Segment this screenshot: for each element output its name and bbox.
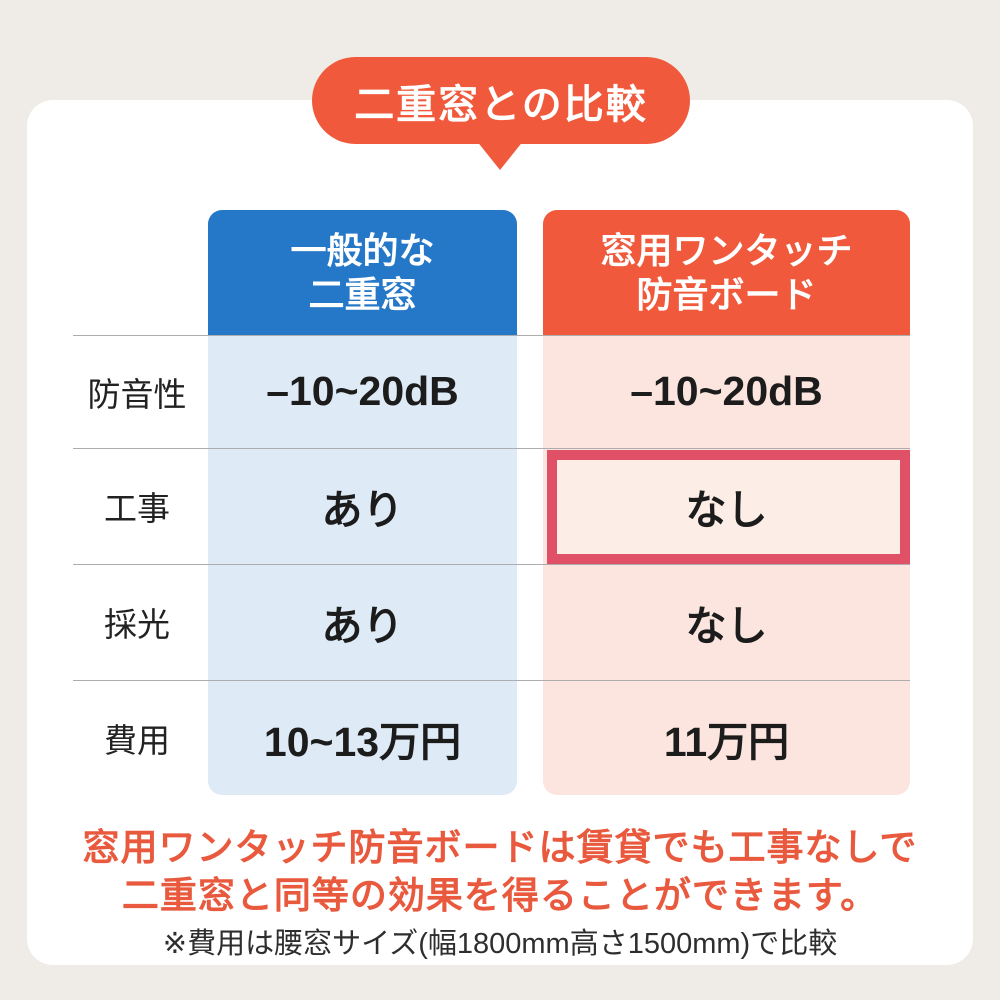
cell-construction-double-window: あり	[321, 487, 404, 533]
column-header-line: 一般的な	[290, 229, 435, 271]
cell-soundproofing-board: –10~20dB	[630, 368, 823, 414]
row-divider	[73, 448, 910, 449]
row-divider	[73, 680, 910, 681]
title-badge: 二重窓との比較	[312, 57, 690, 144]
row-label-soundproofing: 防音性	[87, 375, 187, 413]
cell-daylight-board: なし	[685, 603, 768, 649]
footnote: ※費用は腰窓サイズ(幅1800mm高さ1500mm)で比較	[162, 928, 838, 960]
badge-tail-pointer	[476, 140, 524, 170]
row-divider	[73, 564, 910, 565]
footer-message-line2: 二重窓と同等の効果を得ることができます。	[121, 875, 879, 916]
cell-cost-double-window: 10~13万円	[263, 718, 462, 765]
footer-message-line1: 窓用ワンタッチ防音ボードは賃貸でも工事なしで	[82, 827, 918, 868]
column-header-line: 防音ボード	[636, 273, 817, 315]
column-body-soundproof-board	[543, 335, 910, 795]
row-label-construction: 工事	[104, 490, 170, 527]
footer-message: 窓用ワンタッチ防音ボードは賃貸でも工事なしで 二重窓と同等の効果を得ることができ…	[0, 824, 1000, 920]
highlight-box-no-construction	[547, 450, 910, 564]
cell-daylight-double-window: あり	[321, 603, 404, 649]
row-divider	[73, 335, 910, 336]
column-header-line: 二重窓	[308, 273, 417, 315]
cell-cost-board: 11万円	[663, 718, 790, 765]
cell-soundproofing-double-window: –10~20dB	[266, 368, 459, 414]
page-title: 二重窓との比較	[354, 82, 648, 127]
cell-construction-board: なし	[685, 487, 768, 533]
column-header-double-window: 一般的な 二重窓	[208, 210, 517, 335]
column-body-double-window	[208, 335, 517, 795]
column-header-soundproof-board: 窓用ワンタッチ 防音ボード	[543, 210, 910, 335]
row-label-daylight: 採光	[104, 606, 170, 643]
column-header-line: 窓用ワンタッチ	[600, 229, 853, 271]
row-label-cost: 費用	[104, 721, 170, 759]
